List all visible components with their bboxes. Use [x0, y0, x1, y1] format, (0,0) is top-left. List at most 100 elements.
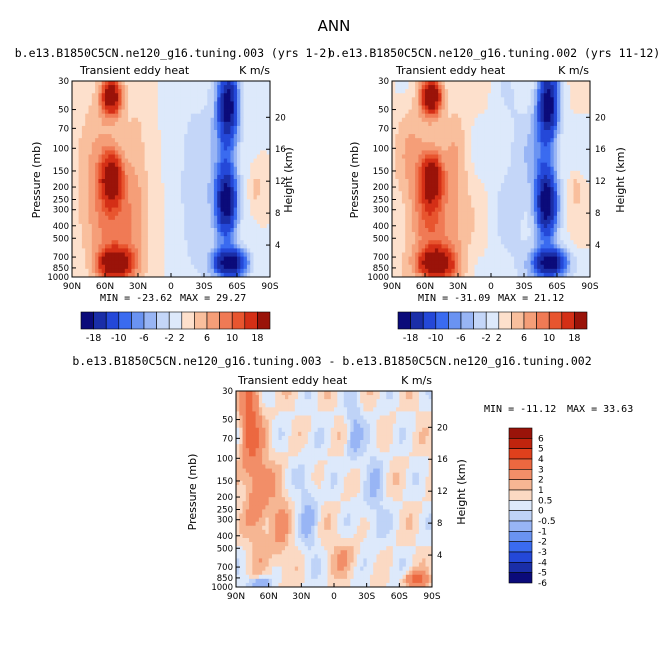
heatmap-cell [484, 97, 489, 102]
heatmap-cell [105, 162, 109, 168]
heatmap-cell [138, 191, 142, 196]
heatmap-cell [220, 183, 225, 188]
heatmap-cell [98, 109, 103, 115]
heatmap-cell [187, 240, 192, 245]
heatmap-cell [233, 223, 238, 229]
heatmap-cell [154, 97, 159, 102]
heatmap-cell [428, 170, 432, 176]
heatmap-cell [200, 93, 205, 98]
heatmap-cell [408, 134, 413, 139]
heatmap-cell [118, 240, 122, 245]
heatmap-cell [408, 125, 413, 131]
heatmap-cell [144, 256, 149, 262]
heatmap-cell [250, 113, 254, 119]
heatmap-cell [425, 113, 429, 119]
heatmap-cell [246, 101, 251, 106]
heatmap-cell [131, 195, 136, 200]
heatmap-cell [138, 187, 142, 192]
heatmap-cell [167, 85, 172, 90]
heatmap-cell [425, 179, 429, 184]
heatmap-cell [227, 199, 231, 204]
heatmap-cell [134, 93, 139, 98]
heatmap-cell [461, 170, 465, 176]
heatmap-cell [441, 142, 446, 147]
heatmap-cell [207, 89, 211, 94]
heatmap-cell [441, 93, 446, 98]
heatmap-cell [395, 105, 399, 110]
heatmap-cell [392, 134, 396, 139]
heatmap-cell [217, 232, 221, 237]
heatmap-cell [164, 138, 169, 143]
heatmap-cell [190, 236, 195, 241]
heatmap-cell [253, 146, 258, 151]
heatmap-cell [141, 203, 145, 208]
heatmap-cell [108, 113, 112, 119]
heatmap-cell [497, 211, 502, 217]
heatmap-cell [88, 228, 93, 233]
heatmap-cell [151, 211, 155, 217]
heatmap-cell [461, 85, 465, 90]
heatmap-cell [223, 121, 228, 127]
heatmap-cell [121, 154, 126, 159]
heatmap-cell [101, 154, 106, 159]
heatmap-cell [213, 215, 218, 221]
heatmap-cell [580, 142, 584, 147]
heatmap-cell [487, 97, 492, 102]
heatmap-cell [213, 166, 218, 172]
heatmap-cell [223, 272, 228, 278]
heatmap-cell [144, 268, 149, 274]
heatmap-cell [213, 211, 218, 217]
heatmap-cell [213, 203, 218, 208]
heatmap-cell [197, 228, 202, 233]
heatmap-cell [134, 109, 139, 115]
heatmap-cell [543, 179, 548, 184]
heatmap-cell [487, 211, 492, 217]
heatmap-cell [213, 97, 218, 102]
heatmap-cell [461, 166, 465, 172]
heatmap-cell [227, 85, 231, 90]
heatmap-cell [576, 211, 581, 217]
heatmap-cell [497, 162, 502, 168]
heatmap-cell [560, 113, 564, 119]
heatmap-cell [576, 125, 581, 131]
heatmap-cell [504, 179, 508, 184]
heatmap-cell [180, 199, 185, 204]
heatmap-cell [530, 207, 535, 213]
heatmap-cell [260, 125, 264, 131]
heatmap-cell [514, 191, 518, 196]
heatmap-cell [418, 183, 423, 188]
heatmap-cell [134, 252, 139, 257]
heatmap-cell [461, 174, 465, 180]
heatmap-cell [151, 121, 155, 127]
heatmap-cell [114, 97, 119, 102]
heatmap-cell [520, 85, 525, 90]
heatmap-cell [78, 166, 83, 172]
heatmap-cell [98, 101, 103, 106]
heatmap-cell [141, 154, 145, 159]
heatmap-cell [537, 179, 541, 184]
heatmap-cell [111, 113, 116, 119]
heatmap-cell [266, 121, 271, 127]
heatmap-cell [164, 105, 169, 110]
heatmap-cell [114, 215, 119, 221]
heatmap-cell [510, 142, 515, 147]
heatmap-cell [256, 113, 261, 119]
heatmap-cell [520, 166, 525, 172]
heatmap-cell [95, 223, 99, 229]
heatmap-cell [217, 89, 221, 94]
heatmap-cell [434, 117, 439, 123]
heatmap-cell [200, 195, 205, 200]
heatmap-cell [138, 232, 142, 237]
heatmap-cell [237, 113, 241, 119]
heatmap-cell [147, 252, 152, 257]
heatmap-cell [557, 125, 561, 131]
heatmap-cell [481, 101, 485, 106]
heatmap-cell [392, 117, 396, 123]
heatmap-cell [547, 207, 551, 213]
heatmap-cell [491, 93, 495, 98]
heatmap-cell [131, 97, 136, 102]
heatmap-cell [570, 134, 574, 139]
heatmap-cell [563, 195, 568, 200]
heatmap-cell [101, 215, 106, 221]
heatmap-cell [128, 236, 132, 241]
